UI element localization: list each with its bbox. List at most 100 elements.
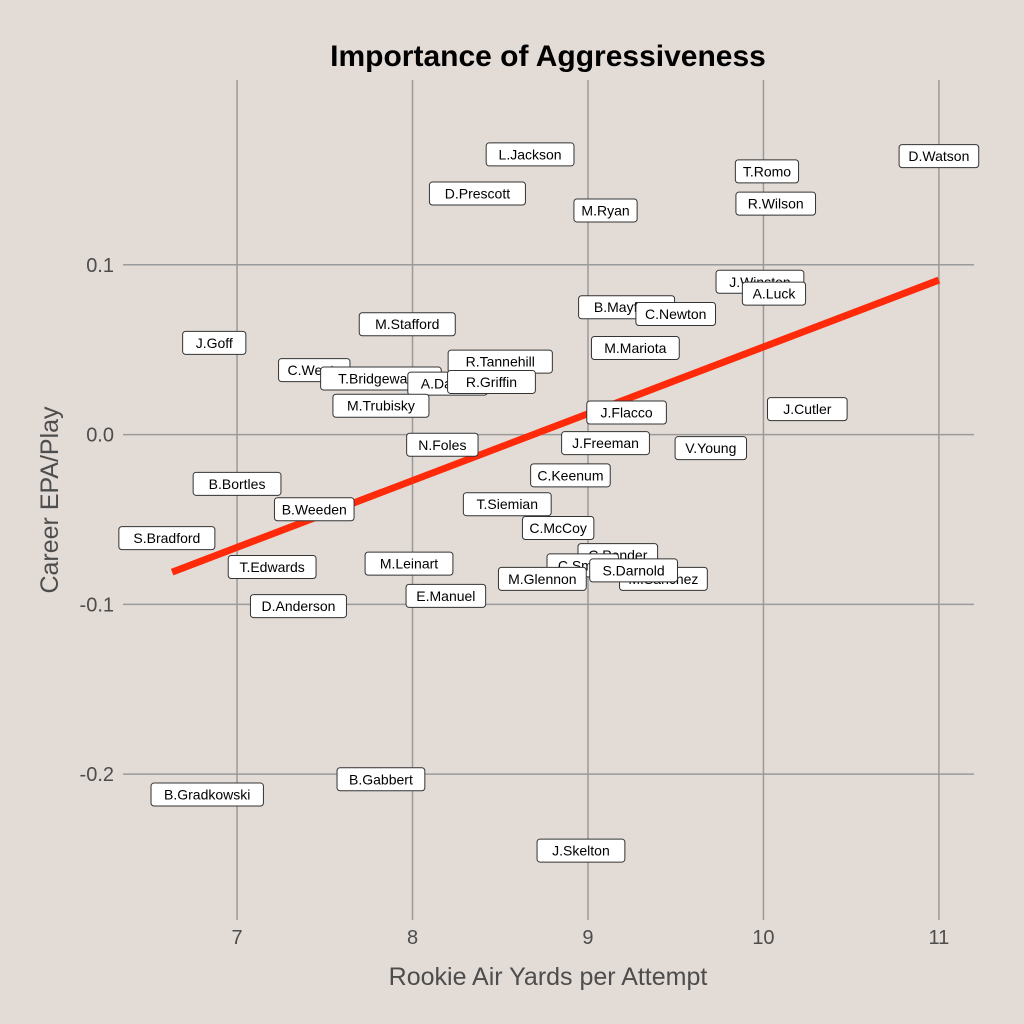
point-label-box (336, 767, 426, 792)
point-label: M.Leinart (380, 556, 438, 572)
point-label: T.Edwards (239, 559, 304, 575)
tick-labels: 7 8 9 10 11 0.1 0.0 -0.1 -0.2 (80, 255, 950, 949)
trend-line-layer (170, 276, 941, 576)
point-label-box (590, 335, 680, 360)
data-point: A.Luck (741, 281, 807, 306)
data-point: E.Manuel (405, 583, 487, 608)
data-point: D.Prescott (428, 181, 526, 206)
point-label-box (192, 471, 282, 496)
data-point: M.Trubisky (332, 393, 430, 418)
data-point: M.Glennon (497, 566, 587, 591)
point-label-box (332, 393, 430, 418)
data-point: R.Griffin (447, 369, 536, 394)
data-point: B.Gradkowski (150, 782, 264, 807)
y-tick-label: -0.1 (80, 594, 114, 616)
data-point: D.Watson (898, 144, 980, 169)
point-label: J.Flacco (601, 405, 653, 421)
point-label-box (405, 583, 487, 608)
point-label-box (635, 302, 717, 327)
x-axis-title: Rookie Air Yards per Attempt (389, 963, 708, 991)
chart-title: Importance of Aggressiveness (330, 40, 766, 73)
data-point: J.Cutler (767, 397, 848, 422)
x-tick-label: 8 (407, 927, 418, 949)
data-point: R.Wilson (735, 191, 817, 216)
data-point: T.Romo (734, 159, 800, 184)
point-label: B.Bortles (209, 476, 266, 492)
point-label-box (589, 558, 679, 583)
y-axis-title: Career EPA/Play (36, 406, 64, 594)
point-label: N.Foles (418, 437, 466, 453)
point-label: T.Siemian (477, 496, 538, 512)
data-point: M.Stafford (358, 312, 456, 337)
point-label: B.Gradkowski (164, 787, 250, 803)
point-label: R.Griffin (466, 374, 517, 390)
y-tick-label: 0.1 (86, 255, 114, 277)
point-label-box (447, 369, 536, 394)
y-tick-label: -0.2 (80, 764, 114, 786)
data-point: B.Weeden (273, 497, 355, 522)
point-label-box (428, 181, 526, 206)
point-label-box (573, 198, 638, 223)
point-label: D.Anderson (261, 598, 335, 614)
data-point: J.Freeman (561, 431, 650, 456)
point-label: J.Goff (196, 335, 233, 351)
data-point: B.Gabbert (336, 767, 426, 792)
point-label: M.Stafford (375, 316, 439, 332)
point-label: M.Mariota (604, 340, 666, 356)
point-label: E.Manuel (416, 588, 475, 604)
point-label-box (561, 431, 650, 456)
data-point: C.Newton (635, 302, 717, 327)
x-tick-label: 10 (752, 927, 774, 949)
point-label-box (741, 281, 807, 306)
x-tick-label: 11 (929, 927, 950, 949)
point-label: D.Watson (908, 148, 969, 164)
point-label-box (586, 400, 667, 425)
point-label: S.Bradford (133, 530, 200, 546)
point-label-box (530, 463, 611, 488)
point-label: B.Gabbert (349, 771, 413, 787)
data-point: J.Flacco (586, 400, 667, 425)
data-point: S.Darnold (589, 558, 679, 583)
data-point: J.Skelton (536, 838, 626, 863)
data-point: V.Young (674, 436, 748, 461)
data-point: L.Jackson (485, 142, 575, 167)
y-tick-label: 0.0 (86, 425, 114, 447)
point-label-box (497, 566, 587, 591)
point-label-box (150, 782, 264, 807)
data-point: B.Bortles (192, 471, 282, 496)
data-point: T.Edwards (227, 555, 317, 580)
point-label-box (227, 555, 317, 580)
point-label-box (118, 526, 216, 551)
trend-line (170, 276, 941, 576)
point-label-box (734, 159, 800, 184)
point-label-box (674, 436, 748, 461)
data-point: S.Bradford (118, 526, 216, 551)
point-label: J.Cutler (783, 401, 832, 417)
point-label: T.Romo (743, 163, 791, 179)
point-label: T.Bridgewater (338, 371, 424, 387)
x-tick-label: 9 (582, 927, 593, 949)
point-label: R.Tannehill (466, 354, 535, 370)
data-points: D.Watson L.Jackson T.Romo D.Prescott R.Wilso… (118, 142, 980, 863)
point-label-box (406, 432, 479, 457)
point-label: A.Luck (753, 286, 797, 302)
point-label: C.McCoy (529, 520, 587, 536)
data-point: N.Foles (406, 432, 479, 457)
point-label-box (735, 191, 817, 216)
point-label: J.Skelton (552, 843, 610, 859)
data-point: T.Siemian (462, 492, 552, 517)
point-label-box (767, 397, 848, 422)
point-label-box (364, 551, 454, 576)
point-label-box (182, 330, 247, 355)
point-label: C.Newton (645, 306, 706, 322)
point-label-box (249, 594, 347, 619)
point-label: B.Weeden (282, 501, 347, 517)
data-point: J.Goff (182, 330, 247, 355)
point-label-box (536, 838, 626, 863)
point-label: J.Freeman (572, 435, 639, 451)
point-label: M.Trubisky (347, 398, 415, 414)
data-point: R.Tannehill (447, 349, 553, 374)
point-label-box (485, 142, 575, 167)
point-label: R.Wilson (748, 196, 804, 212)
